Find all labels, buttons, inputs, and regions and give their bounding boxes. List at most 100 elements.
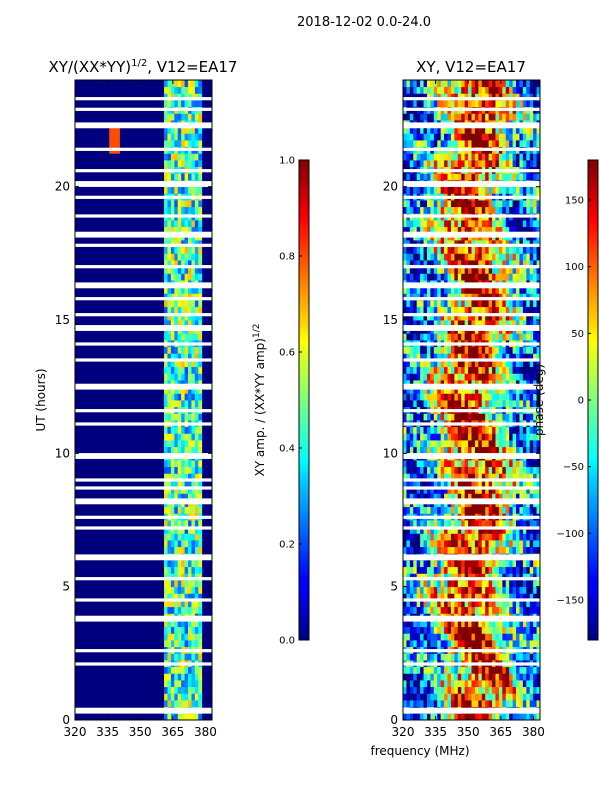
phase-heatmap-cell xyxy=(471,293,476,301)
phase-heatmap-cell xyxy=(409,260,414,268)
amp-heatmap-cell xyxy=(181,693,185,701)
phase-heatmap-cell xyxy=(416,86,421,94)
amp-heatmap-cell xyxy=(167,266,172,274)
phase-heatmap-cell xyxy=(430,686,435,694)
phase-heatmap-cell xyxy=(409,640,414,648)
amp-heatmap-cell xyxy=(167,473,172,481)
phase-heatmap-cell xyxy=(502,446,507,454)
amp-heatmap-cell xyxy=(194,446,199,454)
phase-heatmap-cell xyxy=(529,413,534,421)
phase-heatmap-cell xyxy=(509,560,513,568)
phase-heatmap-cell xyxy=(447,113,452,121)
amp-heatmap-cell xyxy=(170,540,175,548)
phase-heatmap-cell xyxy=(488,680,493,688)
phase-heatmap-cell xyxy=(533,373,537,381)
phase-heatmap-cell xyxy=(512,220,517,228)
phase-heatmap-cell xyxy=(447,126,452,134)
phase-heatmap-cell xyxy=(426,286,431,294)
phase-heatmap-cell xyxy=(474,240,479,248)
amp-heatmap-cell xyxy=(184,206,189,214)
amp-heatmap-cell xyxy=(181,426,185,434)
amp-heatmap-cell xyxy=(167,380,172,388)
phase-heatmap-cell xyxy=(413,413,418,421)
phase-heatmap-cell xyxy=(526,400,531,408)
phase-heatmap-cell xyxy=(420,486,424,494)
phase-heatmap-cell xyxy=(498,580,503,588)
amp-heatmap-cell xyxy=(167,226,172,234)
amp-heatmap-cell xyxy=(170,566,175,574)
phase-heatmap-cell xyxy=(420,433,424,441)
amp-heatmap-cell xyxy=(174,480,179,488)
amp-heatmap-cell xyxy=(191,286,196,294)
phase-heatmap-cell xyxy=(468,273,472,281)
amp-colorbar-tick-label: 0.0 xyxy=(279,636,295,647)
amp-heatmap-cell xyxy=(164,540,168,548)
phase-heatmap-cell xyxy=(522,433,527,441)
phase-heatmap-cell xyxy=(498,520,503,528)
phase-heatmap-cell xyxy=(512,286,517,294)
amp-heatmap-cell xyxy=(181,113,185,121)
phase-heatmap-cell xyxy=(485,346,490,354)
phase-heatmap-cell xyxy=(498,353,503,361)
amp-flagged-row xyxy=(75,297,212,301)
phase-heatmap-cell xyxy=(529,586,534,594)
phase-heatmap-cell xyxy=(481,306,486,314)
phase-heatmap-cell xyxy=(471,360,476,368)
amp-heatmap-cell xyxy=(191,306,196,314)
amp-heatmap-cell xyxy=(184,133,189,141)
phase-heatmap-cell xyxy=(471,506,476,514)
phase-heatmap-cell xyxy=(423,286,428,294)
phase-heatmap-cell xyxy=(430,486,435,494)
phase-heatmap-cell xyxy=(468,486,472,494)
phase-heatmap-cell xyxy=(502,306,507,314)
phase-heatmap-cell xyxy=(474,426,479,434)
phase-heatmap-cell xyxy=(416,680,421,688)
amp-heatmap-cell xyxy=(198,593,203,601)
phase-heatmap-cell xyxy=(478,160,483,168)
phase-heatmap-cell xyxy=(516,206,520,214)
amp-heatmap-cell xyxy=(181,253,185,261)
phase-heatmap-cell xyxy=(416,226,421,234)
phase-heatmap-cell xyxy=(495,573,500,581)
phase-heatmap-cell xyxy=(464,100,469,108)
phase-heatmap-cell xyxy=(461,433,466,441)
phase-heatmap-cell xyxy=(474,173,479,181)
phase-heatmap-cell xyxy=(464,160,469,168)
phase-heatmap-cell xyxy=(526,713,531,721)
phase-heatmap-cell xyxy=(512,700,517,708)
phase-heatmap-cell xyxy=(495,186,500,194)
phase-heatmap-cell xyxy=(457,380,462,388)
phase-heatmap-cell xyxy=(420,133,424,141)
phase-heatmap-cell xyxy=(474,540,479,548)
phase-heatmap-cell xyxy=(433,620,438,628)
phase-heatmap-cell xyxy=(492,533,496,541)
phase-heatmap-cell xyxy=(430,566,435,574)
phase-heatmap-cell xyxy=(502,246,507,254)
amp-heatmap-cell xyxy=(167,393,172,401)
phase-heatmap-cell xyxy=(416,200,421,208)
phase-heatmap-cell xyxy=(488,480,493,488)
phase-heatmap-cell xyxy=(416,673,421,681)
phase-heatmap-cell xyxy=(512,386,517,394)
phase-heatmap-cell xyxy=(481,626,486,634)
amp-heatmap-cell xyxy=(194,640,199,648)
phase-heatmap-cell xyxy=(409,700,414,708)
phase-heatmap-cell xyxy=(495,393,500,401)
phase-heatmap-cell xyxy=(447,626,452,634)
phase-heatmap-cell xyxy=(461,366,466,374)
phase-heatmap-cell xyxy=(492,460,496,468)
amp-flagged-row xyxy=(75,662,212,666)
phase-heatmap-cell xyxy=(519,113,524,121)
phase-heatmap-cell xyxy=(416,353,421,361)
phase-heatmap-cell xyxy=(474,380,479,388)
phase-heatmap-cell xyxy=(488,113,493,121)
phase-heatmap-cell xyxy=(481,673,486,681)
amp-heatmap-cell xyxy=(164,360,168,368)
phase-heatmap-cell xyxy=(437,253,442,261)
phase-heatmap-cell xyxy=(457,393,462,401)
phase-heatmap-cell xyxy=(522,353,527,361)
phase-heatmap-cell xyxy=(485,433,490,441)
phase-heatmap-cell xyxy=(505,306,510,314)
phase-heatmap-cell xyxy=(468,380,472,388)
phase-heatmap-cell xyxy=(437,413,442,421)
